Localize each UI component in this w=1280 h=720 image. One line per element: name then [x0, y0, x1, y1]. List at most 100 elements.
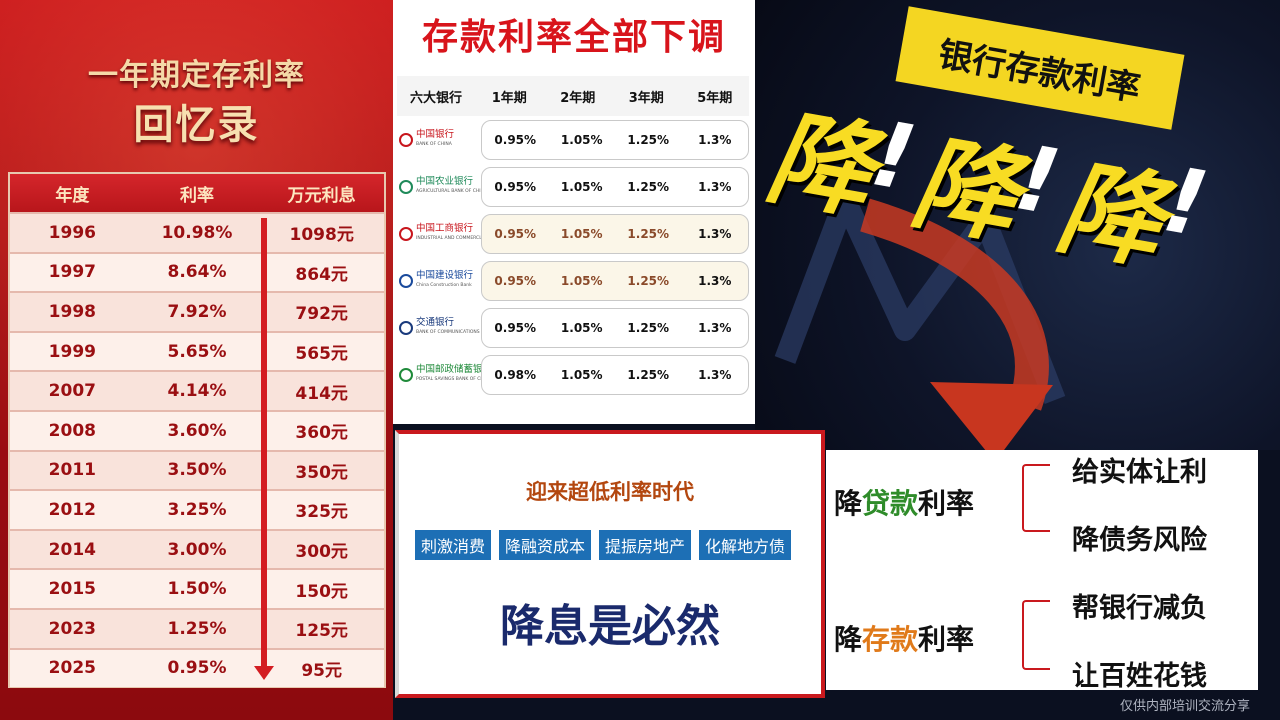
rate-cell: 1.3% [698, 179, 732, 194]
rate-cell: 1.3% [698, 273, 732, 288]
rate-cell: 3.60% [167, 420, 227, 441]
bank-name: 交通银行 BANK OF COMMUNICATIONS [416, 317, 480, 338]
rate-cell: 0.95% [494, 226, 537, 241]
rate-cell: 4.14% [167, 381, 227, 402]
bank-row: 中国建设银行 China Construction Bank 0.95% 1.05% 1… [397, 257, 749, 304]
header-3yr: 3年期 [628, 90, 664, 106]
background-trend-line [774, 189, 1066, 450]
bank-emblem-icon [399, 320, 413, 335]
header-1yr: 1年期 [491, 90, 527, 106]
rate-cell: 3.25% [167, 499, 227, 520]
year-cell: 2015 [48, 579, 96, 600]
interest-cell: 792元 [295, 304, 348, 325]
bank-row: 交通银行 BANK OF COMMUNICATIONS 0.95% 1.05% 1.25… [397, 304, 749, 351]
bank-row: 中国农业银行 AGRICULTURAL BANK OF CHINA 0.95% 1.0… [397, 163, 749, 210]
rate-cell: 0.98% [494, 367, 537, 382]
year-cell: 2012 [48, 499, 96, 520]
effects-diagram: 降贷款利率 给实体让利 降债务风险 降存款利率 帮银行减负 让百姓花钱 [826, 450, 1258, 692]
bank-english-name: POSTAL SAVINGS BANK OF CHINA [416, 376, 492, 382]
interest-cell: 414元 [295, 383, 348, 404]
bank-english-name: AGRICULTURAL BANK OF CHINA [416, 188, 488, 194]
year-cell: 2008 [48, 420, 96, 441]
bank-emblem-icon [399, 179, 413, 194]
year-cell: 2025 [48, 658, 96, 679]
deposit-rate-cut-label: 降存款利率 [834, 623, 975, 656]
bank-logo: 中国建设银行 China Construction Bank [397, 270, 481, 291]
rate-row: 2015 1.50% 150元 [10, 568, 384, 608]
bank-english-name: BANK OF COMMUNICATIONS [416, 329, 480, 335]
rate-row: 2012 3.25% 325元 [10, 489, 384, 529]
rate-cell: 1.3% [698, 132, 732, 147]
interest-cell: 95元 [301, 660, 343, 681]
header-banks: 六大银行 [409, 90, 462, 106]
rate-row: 2014 3.00% 300元 [10, 528, 384, 569]
down-arrow-icon [254, 218, 274, 680]
year-cell: 2011 [48, 460, 96, 481]
bank-logo: 中国农业银行 AGRICULTURAL BANK OF CHINA [397, 176, 487, 197]
loan-rate-cut-label: 降贷款利率 [834, 487, 975, 520]
rate-cell: 1.3% [698, 367, 732, 382]
year-cell: 1999 [48, 341, 96, 362]
rate-cell: 1.25% [627, 179, 670, 194]
header-interest: 万元利息 [287, 185, 356, 206]
bank-emblem-icon [399, 226, 413, 241]
rate-row: 2007 4.14% 414元 [10, 370, 384, 410]
rate-cell: 8.64% [167, 262, 227, 283]
reason-tag: 刺激消费 [415, 530, 492, 560]
rate-cell: 1.3% [698, 226, 732, 241]
loan-effect-2: 降债务风险 [1072, 525, 1207, 556]
bank-name: 中国邮政储蓄银行 POSTAL SAVINGS BANK OF CHINA [416, 364, 492, 385]
red-arrow-icon [930, 382, 1053, 450]
loan-bracket [1022, 464, 1050, 532]
rate-cell: 1.05% [560, 226, 603, 241]
rate-history-panel: 一年期定存利率 回忆录 年度 利率 万元利息 1996 10.98% 1098元 19… [0, 0, 393, 720]
rate-cell: 1.05% [560, 320, 603, 335]
rate-history-title: 一年期定存利率 [88, 58, 305, 93]
rate-cut-poster: 银行存款利率 降 ! 降 ! 降 ! [755, 0, 1280, 450]
bank-rate-cells: 0.95% 1.05% 1.25% 1.3% [481, 166, 749, 207]
bank-rate-cells: 0.98% 1.05% 1.25% 1.3% [481, 354, 749, 395]
deposit-effect-2: 让百姓花钱 [1072, 661, 1207, 692]
deposit-bracket [1022, 600, 1050, 670]
rate-cell: 0.95% [494, 179, 537, 194]
rate-row: 2023 1.25% 125元 [10, 607, 384, 648]
bank-logo: 中国工商银行 INDUSTRIAL AND COMMERCIAL BANK OF … [397, 223, 523, 244]
rate-cell: 3.00% [167, 539, 227, 560]
rate-cell: 1.25% [627, 132, 670, 147]
rate-row: 1998 7.92% 792元 [10, 291, 384, 331]
rate-cell: 1.05% [560, 179, 603, 194]
bank-logo: 交通银行 BANK OF COMMUNICATIONS [397, 317, 481, 338]
bank-emblem-icon [399, 132, 413, 147]
bank-rate-cells: 0.95% 1.05% 1.25% 1.3% [481, 213, 749, 254]
era-conclusion: 降息是必然 [500, 601, 720, 652]
interest-cell: 350元 [295, 462, 348, 483]
interest-cell: 150元 [295, 581, 348, 602]
rate-cell: 7.92% [167, 301, 227, 322]
bank-rate-cells: 0.95% 1.05% 1.25% 1.3% [481, 260, 749, 301]
rate-row: 2011 3.50% 350元 [10, 449, 384, 490]
rate-history-table: 年度 利率 万元利息 1996 10.98% 1098元 1997 8.64% 864元 1… [8, 172, 386, 688]
bank-logo: 中国银行 BANK OF CHINA [397, 129, 481, 150]
bank-emblem-icon [399, 367, 413, 382]
bank-english-name: INDUSTRIAL AND COMMERCIAL BANK OF CHINA [416, 235, 524, 241]
bank-name: 中国工商银行 INDUSTRIAL AND COMMERCIAL BANK OF … [416, 223, 524, 244]
bank-name: 中国农业银行 AGRICULTURAL BANK OF CHINA [416, 176, 488, 197]
rate-cell: 0.95% [494, 132, 537, 147]
rate-row: 1999 5.65% 565元 [10, 330, 384, 371]
year-cell: 1996 [48, 222, 96, 243]
bank-english-name: China Construction Bank [416, 282, 472, 288]
rate-cell: 10.98% [161, 222, 233, 243]
rate-cell: 1.25% [627, 273, 670, 288]
bank-name: 中国建设银行 China Construction Bank [416, 270, 473, 291]
deposit-effect-1: 帮银行减负 [1072, 593, 1207, 624]
rate-row: 1997 8.64% 864元 [10, 251, 384, 292]
bank-table-header: 六大银行 1年期 2年期 3年期 5年期 [397, 76, 749, 116]
rate-row: 2025 0.95% 95元 [10, 647, 384, 688]
reason-tags: 刺激消费 降融资成本 提振房地产 化解地方债 [415, 530, 792, 560]
rate-table-header: 年度 利率 万元利息 [10, 174, 384, 212]
rate-cell: 0.95% [494, 320, 537, 335]
bank-rate-cells: 0.95% 1.05% 1.25% 1.3% [481, 119, 749, 160]
interest-cell: 1098元 [289, 225, 354, 246]
rate-cell: 1.25% [167, 618, 227, 639]
low-rate-era-card: 迎来超低利率时代 刺激消费 降融资成本 提振房地产 化解地方债 降息是必然 [395, 430, 825, 698]
